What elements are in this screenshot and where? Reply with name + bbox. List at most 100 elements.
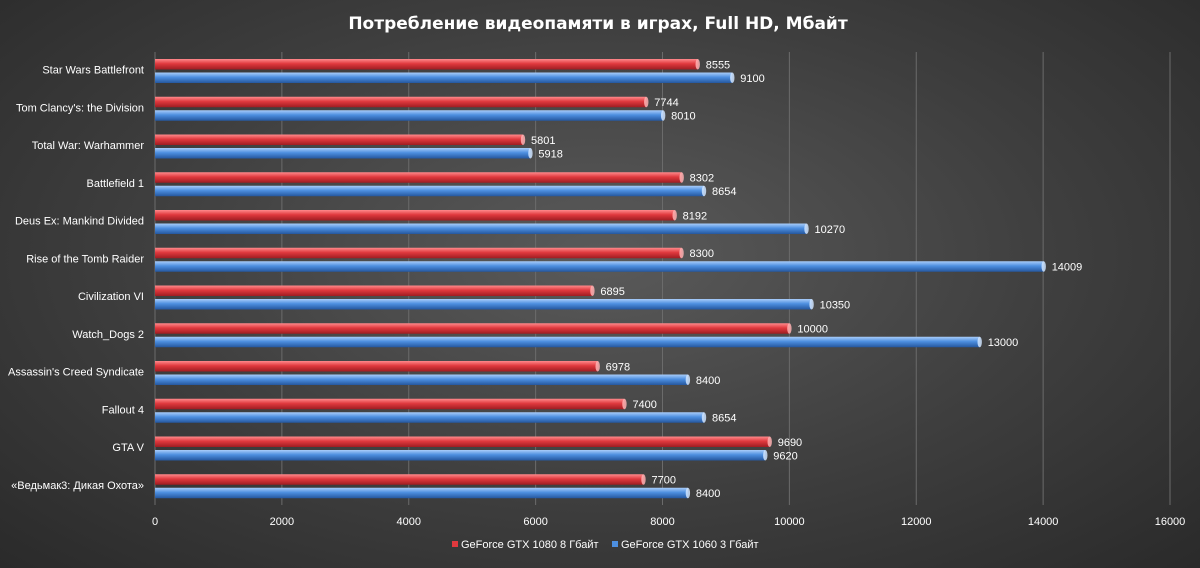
bar-end-cap xyxy=(679,247,684,259)
bar-end-cap xyxy=(730,72,735,83)
data-label: 5918 xyxy=(538,148,562,160)
x-tick-label: 12000 xyxy=(901,516,932,528)
bar-gtx1060 xyxy=(155,110,664,121)
bar-end-cap xyxy=(595,361,600,372)
data-label: 9100 xyxy=(740,73,764,85)
data-label: 8654 xyxy=(712,186,736,198)
data-label: 7700 xyxy=(651,475,675,487)
legend-entry: GeForce GTX 1060 3 Гбайт xyxy=(621,539,759,551)
chart-title: Потребление видеопамяти в играх, Full HD… xyxy=(348,14,848,34)
bar-gtx1080 xyxy=(155,247,682,259)
x-tick-label: 16000 xyxy=(1155,516,1186,528)
x-tick-label: 14000 xyxy=(1028,516,1059,528)
grid-layer xyxy=(154,52,1171,505)
bar-end-cap xyxy=(787,323,792,334)
category-label: Total War: Warhammer xyxy=(32,140,145,152)
bar-end-cap xyxy=(590,285,595,296)
data-label: 8400 xyxy=(696,488,720,500)
category-label: Tom Clancy's: the Division xyxy=(16,102,144,114)
bar-gtx1060 xyxy=(155,72,733,83)
legend-entry: GeForce GTX 1080 8 Гбайт xyxy=(461,539,599,551)
data-label: 7744 xyxy=(654,97,678,109)
category-label: Civilization VI xyxy=(78,291,144,303)
data-label: 7400 xyxy=(632,399,656,411)
bar-gtx1080 xyxy=(155,398,625,410)
bar-end-cap xyxy=(672,210,677,221)
labels-layer: 0 2000 4000 6000 8000 10000 12000 14000 16000 Sta… xyxy=(8,59,1185,528)
bar-end-cap xyxy=(763,450,768,461)
x-tick-label: 10000 xyxy=(774,516,805,528)
data-label: 8400 xyxy=(696,375,720,387)
category-label: Watch_Dogs 2 xyxy=(72,329,144,341)
bar-end-cap xyxy=(528,148,533,159)
category-label: Fallout 4 xyxy=(102,404,144,416)
bar-gtx1060 xyxy=(155,374,688,385)
x-tick-label: 4000 xyxy=(397,516,421,528)
category-label: Battlefield 1 xyxy=(87,178,144,190)
data-label: 6978 xyxy=(606,361,630,373)
bar-end-cap xyxy=(660,110,666,121)
data-label: 8555 xyxy=(706,59,730,71)
data-label: 8654 xyxy=(712,413,736,425)
category-label: Star Wars Battlefront xyxy=(42,65,144,77)
bars-layer xyxy=(155,59,1046,499)
data-label: 5801 xyxy=(531,135,555,147)
data-label: 8192 xyxy=(683,210,707,222)
legend-swatch xyxy=(452,541,458,547)
bar-gtx1060 xyxy=(155,148,531,159)
data-label: 8010 xyxy=(671,111,695,123)
category-label: Rise of the Tomb Raider xyxy=(26,253,144,265)
bar-gtx1060 xyxy=(155,223,807,234)
bar-gtx1080 xyxy=(155,134,524,145)
bar-end-cap xyxy=(1041,261,1046,272)
bar-gtx1060 xyxy=(155,185,704,197)
bar-end-cap xyxy=(977,336,982,348)
data-label: 9690 xyxy=(778,437,802,449)
bar-gtx1080 xyxy=(155,361,598,372)
category-label: Deus Ex: Mankind Divided xyxy=(15,216,144,228)
data-label: 10270 xyxy=(815,224,846,236)
bar-gtx1060 xyxy=(155,487,688,499)
category-label: «Ведьмак3: Дикая Охота» xyxy=(11,480,144,492)
x-tick-label: 0 xyxy=(152,516,158,528)
data-label: 13000 xyxy=(988,337,1019,349)
data-label: 6895 xyxy=(600,286,624,298)
x-tick-label: 2000 xyxy=(270,516,294,528)
bar-end-cap xyxy=(685,487,691,499)
legend-swatch xyxy=(612,541,618,547)
bar-gtx1080 xyxy=(155,474,644,485)
bar-end-cap xyxy=(679,172,684,183)
bar-gtx1060 xyxy=(155,450,766,461)
bar-end-cap xyxy=(701,412,707,423)
data-label: 9620 xyxy=(773,450,797,462)
bar-gtx1080 xyxy=(155,210,675,221)
bar-end-cap xyxy=(804,223,809,234)
bar-gtx1080 xyxy=(155,436,770,447)
data-label: 10000 xyxy=(797,324,828,336)
data-label: 8300 xyxy=(690,248,714,260)
x-tick-label: 6000 xyxy=(523,516,547,528)
legend: GeForce GTX 1080 8 Гбайт GeForce GTX 1060… xyxy=(452,539,759,551)
bar-end-cap xyxy=(809,299,814,310)
bar-gtx1080 xyxy=(155,285,593,296)
bar-end-cap xyxy=(685,374,691,385)
bar-end-cap xyxy=(767,436,772,447)
bar-end-cap xyxy=(520,134,526,145)
data-label: 14009 xyxy=(1052,262,1083,274)
bar-gtx1080 xyxy=(155,59,698,70)
bar-gtx1060 xyxy=(155,412,704,423)
bar-end-cap xyxy=(622,398,627,410)
bar-gtx1080 xyxy=(155,96,647,108)
category-label: GTA V xyxy=(112,442,144,454)
x-tick-label: 8000 xyxy=(650,516,674,528)
bar-gtx1060 xyxy=(155,336,980,348)
data-label: 10350 xyxy=(820,299,851,311)
bar-gtx1080 xyxy=(155,323,790,334)
category-label: Assassin's Creed Syndicate xyxy=(8,367,144,379)
bar-gtx1060 xyxy=(155,261,1044,272)
data-label: 8302 xyxy=(690,173,714,185)
bar-gtx1080 xyxy=(155,172,682,183)
bar-end-cap xyxy=(695,59,700,70)
